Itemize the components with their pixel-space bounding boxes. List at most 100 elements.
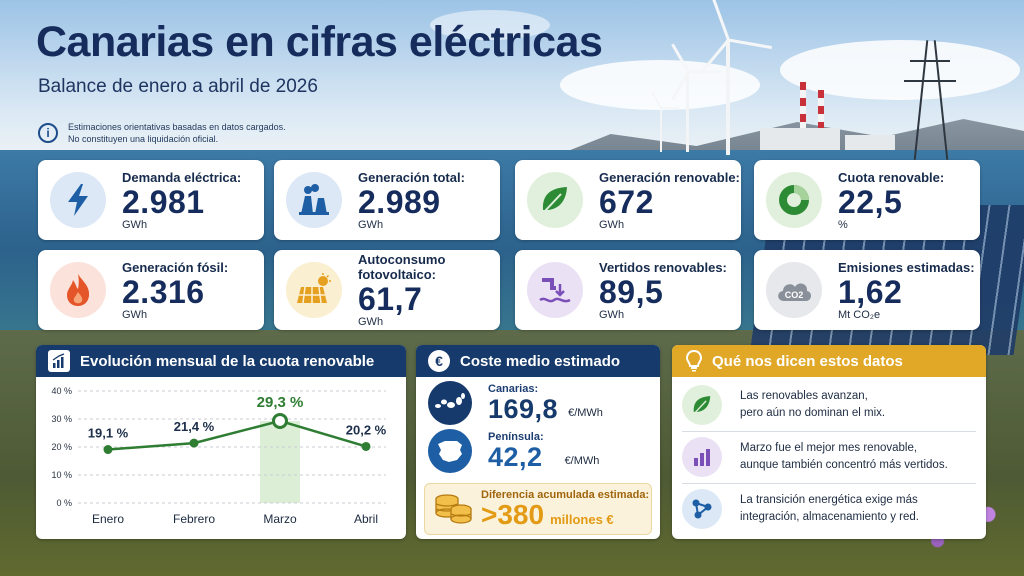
- kpi-value: 2.989: [358, 183, 441, 220]
- insight-item: Marzo fue el mejor mes renovable, aunque…: [682, 437, 982, 477]
- insight-text-line: La transición energética exige más: [740, 494, 918, 506]
- insights-panel: Qué nos dicen estos datos Las renovables…: [672, 345, 986, 539]
- cloud: [560, 60, 760, 110]
- kpi-value: 22,5: [838, 183, 903, 220]
- average-cost-panel: € Coste medio estimado Canarias: 169,8 €…: [416, 345, 660, 539]
- kpi-value: 2.981: [122, 183, 205, 220]
- insight-text-line: integración, almacenamiento y red.: [740, 511, 919, 523]
- data-point: [189, 438, 199, 448]
- data-point: [272, 412, 288, 429]
- kpi-value: 61,7: [358, 281, 423, 317]
- y-tick-label: 20 %: [51, 442, 72, 452]
- kpi-unit: GWh: [599, 308, 625, 321]
- kpi-unit: Mt CO₂e: [838, 308, 881, 321]
- kpi-label: Generación total:: [358, 169, 465, 185]
- kpi-card-total-generation: Generación total: 2.989 GWh: [274, 160, 500, 240]
- renewable-share-chart-panel: Evolución mensual de la cuota renovable …: [36, 345, 406, 539]
- solar-panel-icon: [286, 262, 342, 318]
- kpi-unit: GWh: [358, 316, 384, 328]
- difference-unit: millones €: [550, 512, 614, 527]
- kpi-label: Demanda eléctrica:: [122, 169, 242, 185]
- power-plant: [760, 128, 840, 150]
- disclaimer-line: No constituyen una liquidación oficial.: [68, 134, 219, 144]
- kpi-label: Cuota renovable:: [838, 169, 945, 185]
- disclaimer-line: Estimaciones orientativas basadas en dat…: [68, 122, 286, 132]
- difference-value: >380: [481, 499, 545, 530]
- kpi-card-pv-self-consumption: Autoconsumo fotovoltaico: 61,7 GWh: [274, 250, 500, 330]
- lightbulb-icon: [686, 350, 702, 372]
- insights-panel-header: Qué nos dicen estos datos: [672, 345, 986, 377]
- kpi-card-renewable-generation: Generación renovable: 672 GWh: [515, 160, 741, 240]
- kpi-unit: GWh: [122, 218, 148, 231]
- kpi-value: 1,62: [838, 273, 903, 310]
- x-tick-label: Enero: [92, 512, 124, 526]
- insight-text-line: aunque también concentró más vertidos.: [740, 459, 948, 471]
- y-tick-label: 30 %: [51, 414, 72, 424]
- lightning-icon: [50, 172, 106, 228]
- cloud: [430, 10, 550, 40]
- cost-unit: €/MWh: [564, 455, 600, 467]
- data-label: 19,1 %: [88, 426, 129, 441]
- kpi-unit: GWh: [358, 218, 384, 231]
- leaf-icon: [682, 385, 722, 425]
- renewable-share-line-chart: 0 % 10 % 20 % 30 % 40 % 19,1 % Enero 21,4 % Febr…: [51, 386, 387, 526]
- page-subtitle: Balance de enero a abril de 2026: [38, 76, 318, 97]
- series-line: [107, 419, 367, 451]
- chimney: [800, 82, 806, 142]
- cost-row-canarias: Canarias: 169,8 €/MWh: [428, 381, 603, 425]
- x-tick-label: Febrero: [173, 512, 215, 526]
- y-tick-label: 40 %: [51, 386, 72, 396]
- highlight-band: [260, 420, 300, 503]
- cost-value-canarias: 169,8: [488, 394, 559, 424]
- kpi-label: Autoconsumo: [358, 252, 446, 267]
- divider: [682, 431, 976, 432]
- cost-unit: €/MWh: [568, 407, 603, 419]
- cost-panel-header: € Coste medio estimado: [416, 345, 660, 377]
- power-plant-icon: [286, 172, 342, 228]
- kpi-value: 672: [599, 183, 654, 220]
- kpi-label: Vertidos renovables:: [599, 259, 727, 275]
- flame-icon: [50, 262, 106, 318]
- kpi-label: Generación fósil:: [122, 259, 229, 275]
- bar-chart-icon: [682, 437, 722, 477]
- bar-growth-icon: [48, 350, 70, 372]
- kpi-card-curtailment: Vertidos renovables: 89,5 GWh: [515, 250, 741, 330]
- co2-cloud-icon: CO2: [766, 262, 822, 318]
- data-label: 20,2 %: [346, 422, 387, 437]
- kpi-card-fossil-generation: Generación fósil: 2.316 GWh: [38, 250, 264, 330]
- kpi-card-emissions: CO2 Emisiones estimadas: 1,62 Mt CO₂e: [754, 250, 980, 330]
- disclaimer-note: i Estimaciones orientativas basadas en d…: [38, 121, 308, 145]
- chimney: [818, 90, 824, 142]
- info-icon: i: [38, 123, 58, 143]
- kpi-card-demand: Demanda eléctrica: 2.981 GWh: [38, 160, 264, 240]
- insight-text-line: Las renovables avanzan,: [740, 390, 868, 402]
- cost-value-peninsula: 42,2: [488, 442, 543, 472]
- network-icon: [682, 489, 722, 529]
- x-tick-label: Marzo: [263, 512, 297, 526]
- data-point: [103, 445, 113, 455]
- cost-label: Canarias:: [488, 383, 539, 395]
- spain-map-icon: [428, 429, 472, 473]
- kpi-value: 89,5: [599, 273, 664, 310]
- cloud: [780, 40, 1020, 100]
- insight-text-line: Marzo fue el mejor mes renovable,: [740, 442, 918, 454]
- chart-panel-title: Evolución mensual de la cuota renovable: [80, 352, 375, 370]
- page-title: Canarias en cifras eléctricas: [36, 18, 603, 66]
- kpi-label: fotovoltaico:: [358, 267, 436, 282]
- canary-islands-map-icon: [428, 381, 472, 425]
- chart-panel-header: Evolución mensual de la cuota renovable: [36, 345, 406, 377]
- power-plant: [845, 135, 895, 150]
- coins-icon: [433, 489, 473, 530]
- svg-text:CO2: CO2: [785, 290, 804, 300]
- kpi-label: Generación renovable:: [599, 169, 740, 185]
- euro-icon: €: [428, 350, 450, 372]
- cost-panel-title: Coste medio estimado: [460, 352, 621, 370]
- cost-label: Península:: [488, 431, 544, 443]
- kpi-unit: GWh: [599, 218, 625, 231]
- insight-item: Las renovables avanzan, pero aún no domi…: [682, 385, 982, 425]
- divider: [682, 483, 976, 484]
- kpi-value: 2.316: [122, 273, 205, 310]
- kpi-label: Emisiones estimadas:: [838, 259, 975, 275]
- pie-chart-icon: [766, 172, 822, 228]
- insight-text-line: pero aún no dominan el mix.: [740, 407, 886, 419]
